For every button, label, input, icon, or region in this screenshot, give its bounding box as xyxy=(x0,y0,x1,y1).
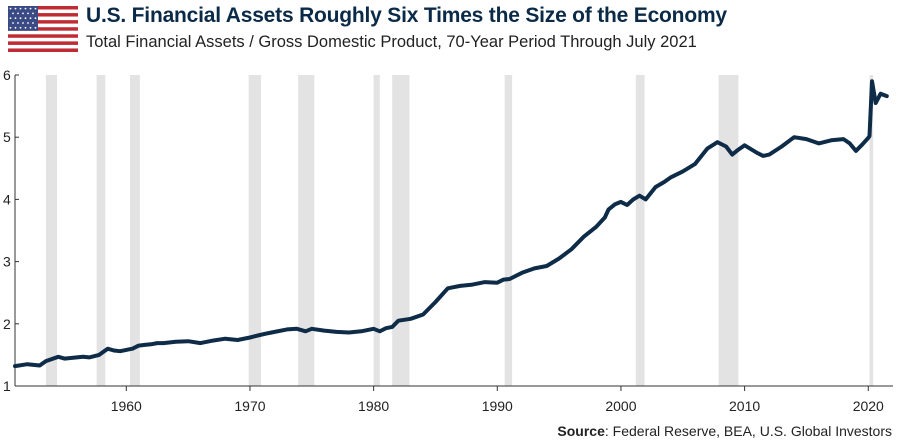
recession-band xyxy=(504,75,513,386)
recession-band xyxy=(392,75,410,386)
y-axis-ticks: 1 2 3 4 5 6 xyxy=(3,67,19,394)
recession-band xyxy=(130,75,140,386)
x-axis-ticks: 1960 1970 1980 1990 2000 2010 2020 xyxy=(111,386,884,414)
y-tick-label: 4 xyxy=(3,191,11,207)
x-tick-label: 1960 xyxy=(111,398,142,414)
chart-title: U.S. Financial Assets Roughly Six Times … xyxy=(86,4,727,27)
x-tick-label: 2000 xyxy=(605,398,636,414)
source-text: : Federal Reserve, BEA, U.S. Global Inve… xyxy=(604,423,892,439)
recession-band xyxy=(373,75,380,386)
recession-band xyxy=(45,75,57,386)
recession-band xyxy=(869,75,874,386)
y-tick-label: 5 xyxy=(3,129,11,145)
y-tick-label: 2 xyxy=(3,316,11,332)
us-flag-icon xyxy=(8,6,78,52)
recession-band xyxy=(298,75,315,386)
x-tick-label: 1980 xyxy=(358,398,389,414)
source-label: Source xyxy=(557,423,605,439)
recession-band xyxy=(635,75,645,386)
y-tick-label: 1 xyxy=(3,378,11,394)
y-tick-label: 3 xyxy=(3,254,11,270)
recession-band xyxy=(718,75,739,386)
recession-band xyxy=(96,75,106,386)
x-tick-label: 2020 xyxy=(853,398,884,414)
series-line-financial-assets-to-gdp xyxy=(13,79,889,369)
x-tick-label: 2010 xyxy=(729,398,760,414)
x-tick-label: 1990 xyxy=(482,398,513,414)
y-tick-label: 6 xyxy=(3,67,11,83)
x-tick-label: 1970 xyxy=(234,398,265,414)
chart-subtitle: Total Financial Assets / Gross Domestic … xyxy=(86,33,697,51)
source-note: Source: Federal Reserve, BEA, U.S. Globa… xyxy=(557,423,892,439)
recession-bands xyxy=(45,75,874,386)
recession-band xyxy=(248,75,262,386)
